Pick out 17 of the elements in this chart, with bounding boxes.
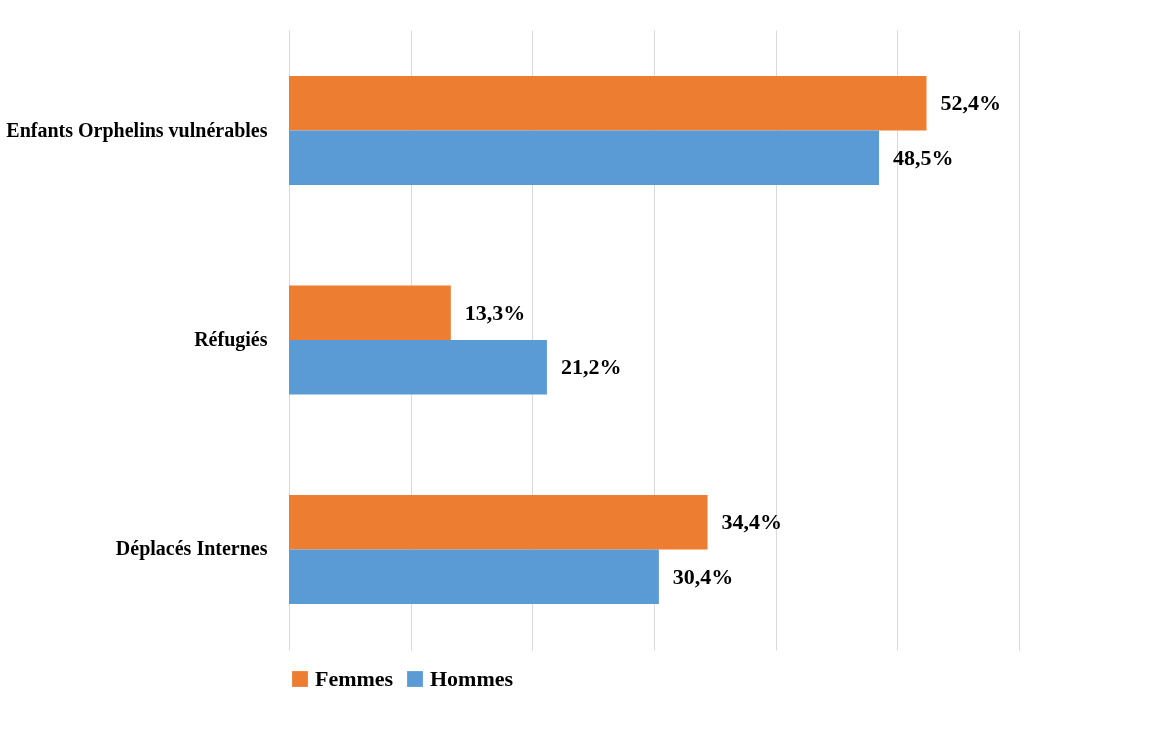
- bar: [289, 285, 451, 340]
- bar: [289, 130, 880, 185]
- data-label: 52,4%: [940, 90, 1002, 116]
- data-label: 30,4%: [672, 563, 734, 589]
- legend-label: Femmes: [315, 666, 394, 691]
- bar: [289, 495, 708, 550]
- legend-label: Hommes: [430, 666, 514, 691]
- bar: [289, 340, 547, 395]
- y-tick-label: Déplacés Internes: [115, 537, 268, 561]
- bar: [289, 76, 927, 131]
- data-label: 34,4%: [721, 509, 783, 535]
- data-label: 48,5%: [893, 144, 954, 170]
- data-label: 13,3%: [464, 299, 526, 325]
- y-tick-label: Réfugiés: [194, 328, 268, 351]
- bar: [289, 549, 659, 604]
- y-tick-label: Enfants Orphelins vulnérables: [6, 118, 268, 142]
- data-label: 21,2%: [560, 354, 622, 380]
